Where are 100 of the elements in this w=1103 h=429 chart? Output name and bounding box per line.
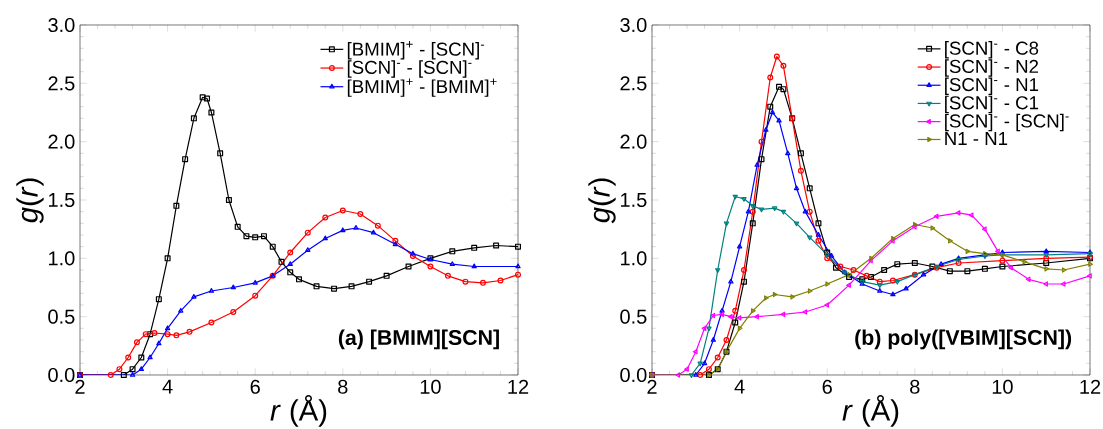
point — [806, 185, 813, 192]
point — [740, 278, 747, 285]
point — [732, 319, 739, 326]
point — [727, 313, 733, 320]
y-tick-label: 3.0 — [620, 17, 647, 33]
point — [701, 360, 708, 366]
point — [802, 309, 808, 315]
y-axis-title: g(r) — [588, 178, 616, 224]
point — [763, 127, 769, 132]
point — [331, 285, 338, 292]
point — [863, 272, 870, 279]
y-tick-label: 2.5 — [620, 76, 647, 91]
legend-label: [BMIM]$^{+}$ - [SCN]$^{-}$ — [347, 41, 485, 60]
point — [780, 86, 787, 93]
point — [769, 109, 776, 115]
point — [832, 264, 839, 271]
point — [269, 243, 276, 250]
point — [705, 366, 712, 373]
legend-label: N1 - N1 — [945, 132, 1008, 145]
point — [697, 372, 704, 378]
point — [353, 225, 359, 230]
point — [313, 283, 320, 290]
point — [948, 238, 953, 244]
point — [903, 285, 909, 291]
point — [736, 243, 743, 249]
point — [405, 263, 412, 270]
point — [824, 302, 830, 308]
point — [370, 229, 377, 235]
point — [706, 326, 712, 332]
point — [199, 94, 206, 101]
point — [772, 291, 778, 298]
point — [737, 325, 743, 332]
point — [208, 319, 215, 326]
legend-label: [SCN]$^{-}$ - [SCN]$^{-}$ — [347, 60, 472, 78]
point — [208, 109, 215, 116]
point — [797, 150, 804, 157]
point — [230, 309, 237, 315]
point — [797, 167, 804, 174]
point — [497, 277, 504, 284]
point — [968, 212, 974, 218]
point — [287, 249, 294, 256]
y-tick-label: 0.5 — [620, 309, 647, 324]
point — [204, 95, 211, 102]
legend-label: [SCN]$^{-}$ - C8 — [945, 41, 1039, 59]
point — [692, 348, 698, 355]
point — [296, 276, 302, 283]
point — [173, 202, 180, 209]
point — [304, 229, 311, 236]
point — [723, 337, 730, 343]
point — [946, 268, 953, 275]
point — [894, 261, 901, 268]
point — [697, 361, 703, 367]
point — [771, 206, 778, 212]
x-tick-label: 4 — [162, 379, 173, 394]
point — [758, 156, 765, 163]
point — [894, 279, 900, 285]
point — [182, 156, 189, 163]
point — [348, 283, 355, 290]
point — [471, 263, 477, 269]
point — [305, 247, 311, 252]
point — [767, 74, 774, 81]
point — [929, 263, 936, 270]
point — [780, 62, 787, 69]
point — [802, 208, 808, 214]
point — [178, 307, 184, 313]
point — [846, 282, 851, 288]
point — [164, 325, 171, 331]
point — [449, 248, 456, 255]
x-axis-title: r (Å) — [842, 395, 899, 427]
point — [999, 263, 1006, 270]
point — [740, 267, 747, 273]
point — [138, 354, 145, 361]
x-tick-label: 10 — [992, 379, 1013, 394]
point — [444, 272, 451, 279]
point — [780, 209, 787, 215]
y-tick-label: 2.5 — [48, 76, 75, 91]
point — [793, 221, 800, 227]
point — [745, 208, 752, 214]
point — [1022, 259, 1028, 265]
point — [252, 292, 259, 299]
point — [710, 337, 717, 342]
point — [930, 225, 936, 231]
point — [793, 185, 800, 191]
x-tick-label: 6 — [250, 379, 260, 394]
point — [322, 214, 329, 221]
point — [142, 331, 149, 338]
point — [981, 265, 988, 272]
point — [471, 244, 478, 251]
point — [764, 295, 769, 301]
point — [773, 53, 780, 60]
point — [217, 150, 224, 157]
point — [186, 328, 193, 335]
point — [675, 372, 681, 378]
point — [107, 372, 114, 378]
point — [462, 278, 469, 285]
y-tick-label: 1.0 — [621, 251, 647, 266]
point — [776, 83, 783, 90]
point — [780, 311, 786, 318]
point — [767, 103, 774, 110]
point — [252, 234, 259, 241]
